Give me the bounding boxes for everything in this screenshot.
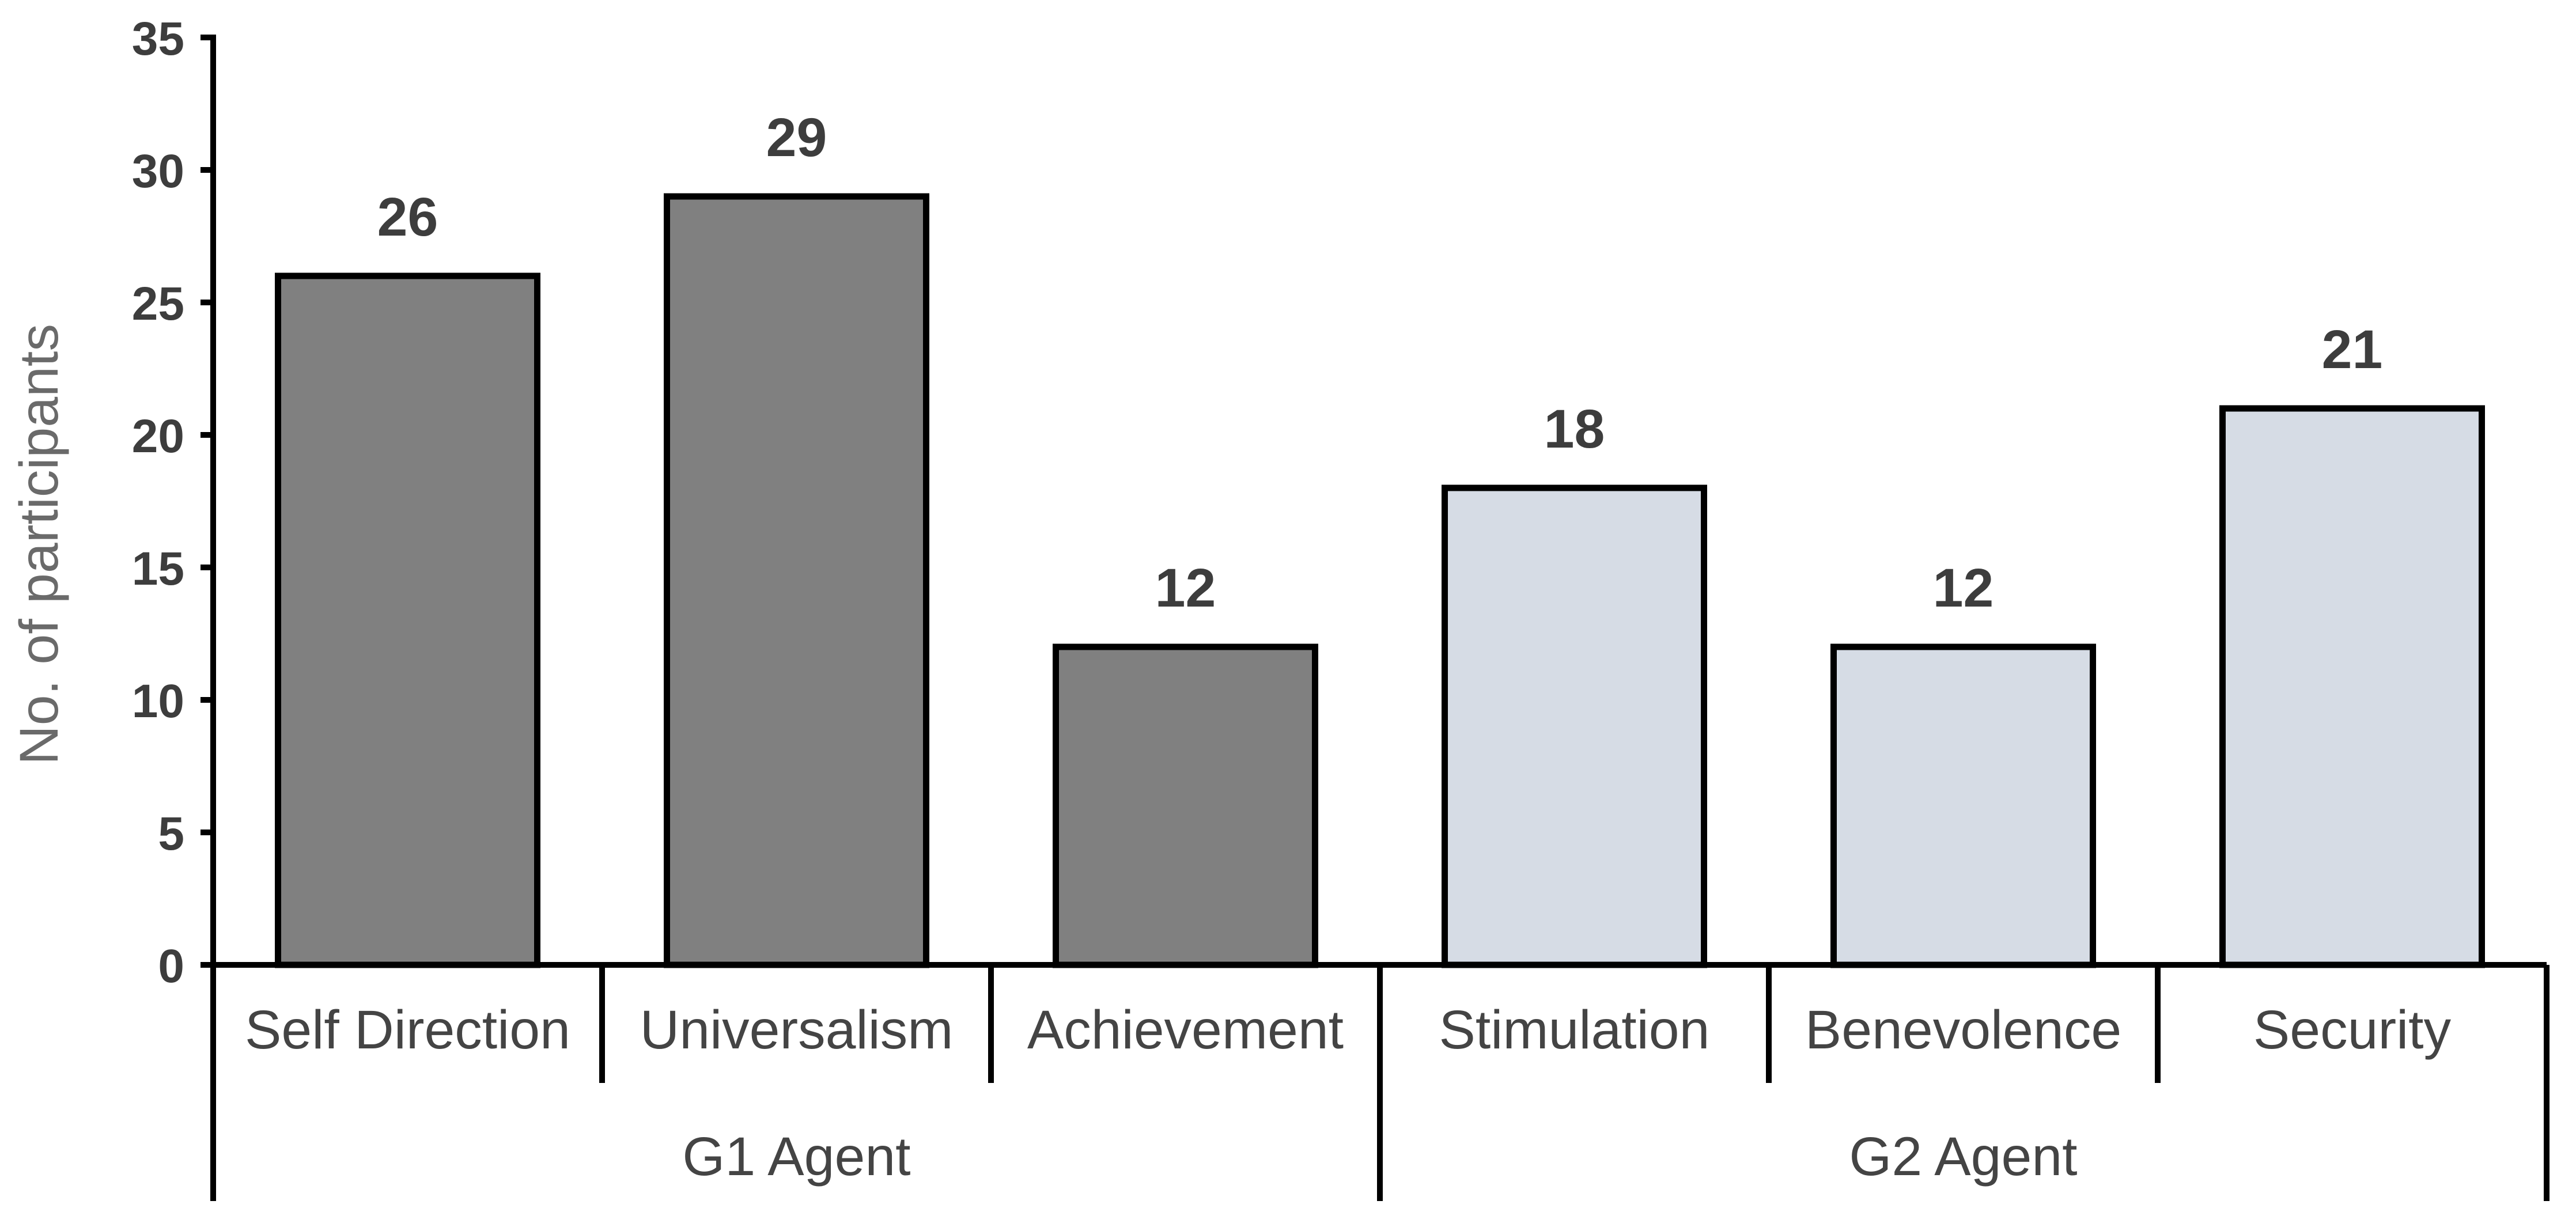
data-label: 18 [1544,399,1605,460]
group-label: G2 Agent [1849,1126,2077,1187]
x-tick-label: Security [2253,999,2452,1060]
x-tick-label: Achievement [1027,999,1344,1060]
y-tick-label: 30 [132,145,184,198]
x-tick-label: Universalism [640,999,954,1060]
y-tick-label: 35 [132,13,184,65]
y-tick-label: 25 [132,278,184,330]
data-label: 21 [2322,319,2383,380]
y-tick-label: 0 [158,940,184,993]
bar [1053,643,1318,968]
data-label: 12 [1155,558,1216,619]
bar [1442,484,1707,968]
y-axis-ticks: 0 5 10 15 20 25 30 35 [132,13,213,993]
labels: 26 Self Direction 29 Universalism 12 Achievem… [245,107,2452,1187]
data-label: 12 [1933,558,1994,619]
y-axis-title: No. of participants [9,324,70,765]
bar [275,272,540,968]
data-label: 26 [377,187,438,248]
y-tick-label: 15 [132,543,184,595]
bar [1830,643,2096,968]
bar [664,193,929,968]
bar [2219,405,2485,968]
y-tick-label: 20 [132,410,184,463]
x-tick-label: Benevolence [1805,999,2121,1060]
data-label: 29 [766,107,827,168]
y-tick-label: 10 [132,675,184,728]
y-tick-label: 5 [158,808,184,860]
x-tick-label: Stimulation [1439,999,1710,1060]
bars [275,193,2485,968]
x-tick-label: Self Direction [245,999,570,1060]
group-label: G1 Agent [682,1126,910,1187]
axes [201,35,2549,1201]
